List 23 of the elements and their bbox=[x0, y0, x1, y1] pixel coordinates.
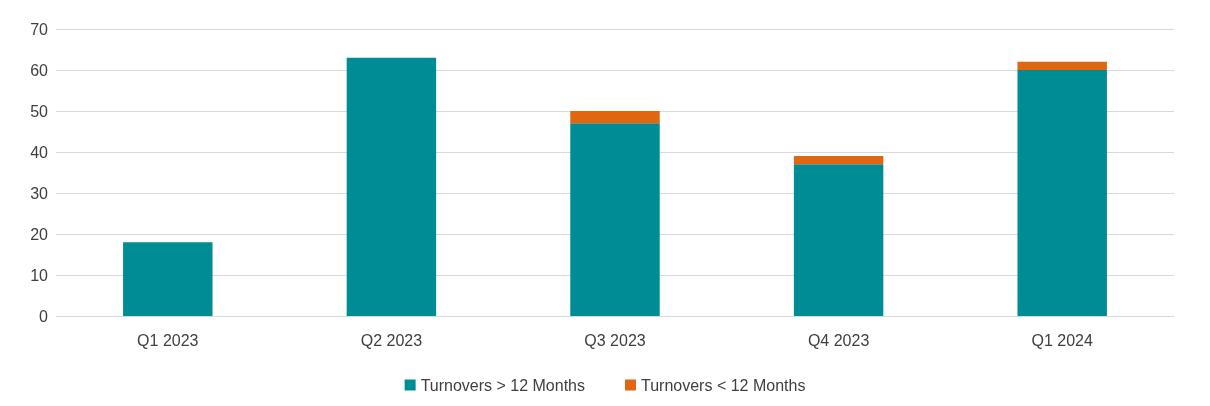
y-tick-label: 0 bbox=[39, 307, 49, 325]
x-tick-label: Q1 2023 bbox=[137, 331, 199, 349]
y-tick-label: 10 bbox=[30, 266, 49, 284]
y-tick-label: 50 bbox=[30, 102, 49, 120]
y-tick-label: 70 bbox=[30, 20, 49, 38]
y-tick-label: 30 bbox=[30, 184, 49, 202]
legend-label: Turnovers > 12 Months bbox=[420, 376, 585, 394]
y-tick-label: 40 bbox=[30, 143, 49, 161]
bar bbox=[346, 57, 437, 316]
x-tick-label: Q1 2024 bbox=[1031, 331, 1093, 349]
legend-label: Turnovers < 12 Months bbox=[641, 376, 806, 394]
bar bbox=[793, 156, 884, 165]
x-tick-label: Q3 2023 bbox=[584, 331, 646, 349]
bar bbox=[123, 242, 213, 316]
x-tick-label: Q4 2023 bbox=[807, 331, 870, 349]
x-tick-label: Q2 2023 bbox=[360, 331, 423, 349]
bar bbox=[1017, 70, 1107, 316]
bar bbox=[570, 123, 660, 316]
bar bbox=[793, 164, 884, 316]
bar bbox=[570, 111, 660, 124]
y-tick-label: 20 bbox=[30, 225, 49, 243]
y-tick-label: 60 bbox=[30, 61, 49, 79]
bar bbox=[1017, 61, 1107, 70]
